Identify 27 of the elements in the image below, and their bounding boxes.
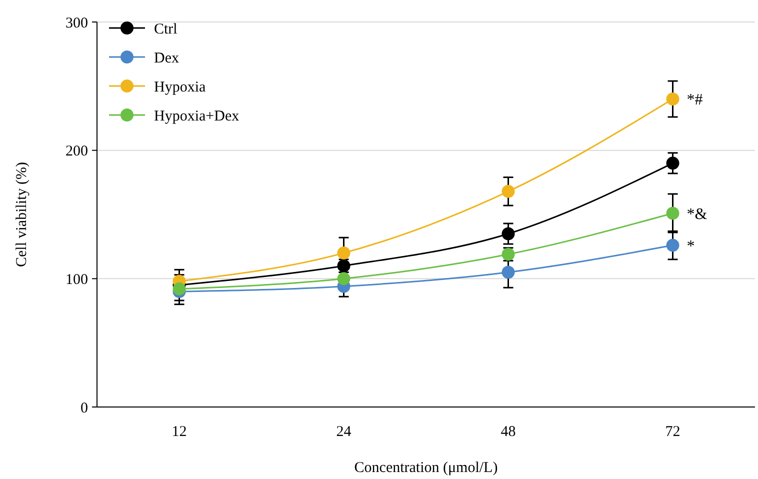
- point: [666, 206, 680, 220]
- point: [502, 266, 515, 279]
- legend-label: Dex: [154, 50, 180, 66]
- annotation: *#: [686, 92, 703, 109]
- point: [502, 227, 515, 240]
- point: [172, 282, 186, 296]
- y-tick-label: 100: [66, 272, 88, 288]
- y-tick-label: 300: [66, 15, 88, 32]
- point: [666, 156, 680, 170]
- point: [502, 184, 515, 198]
- point: [666, 238, 680, 252]
- x-tick-label: 48: [500, 424, 516, 440]
- x-tick-label: 12: [172, 424, 187, 440]
- x-tick-label: 24: [336, 424, 352, 440]
- y-tick-label: 200: [66, 144, 88, 160]
- point: [337, 272, 350, 286]
- x-axis-title: Concentration (μmol/L): [354, 460, 498, 476]
- y-tick-label: 0: [80, 400, 88, 416]
- annotation: *&: [686, 206, 708, 223]
- x-tick-label: 72: [665, 424, 680, 440]
- annotation: *: [686, 238, 695, 255]
- legend-label: Hypoxia+Dex: [154, 108, 240, 124]
- point: [337, 246, 350, 260]
- legend-label: Ctrl: [154, 21, 178, 38]
- legend-label: Hypoxia: [154, 79, 206, 96]
- y-axis-title: Cell viability (%): [14, 162, 30, 267]
- point: [666, 92, 680, 106]
